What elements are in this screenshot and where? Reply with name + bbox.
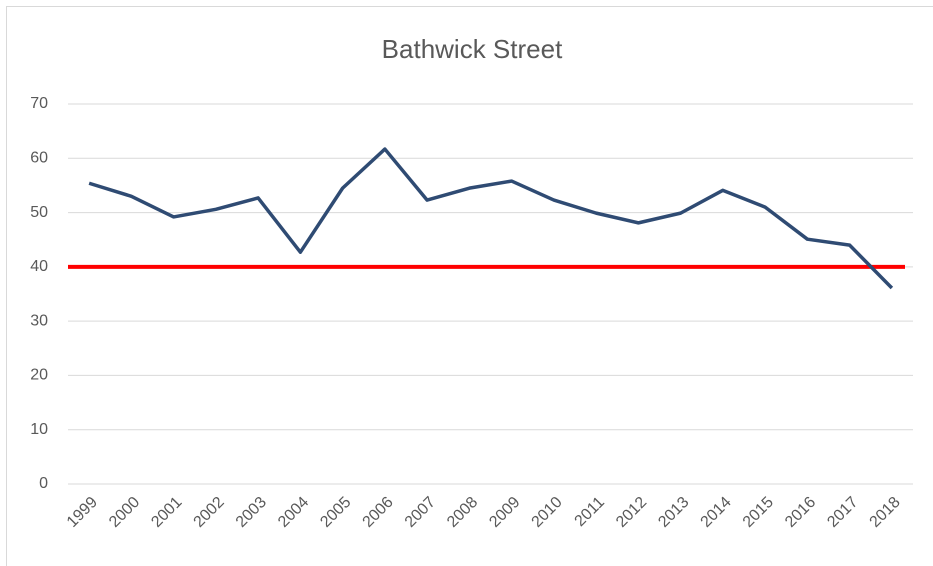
data-line bbox=[88, 147, 894, 290]
y-tick-label: 70 bbox=[30, 95, 48, 112]
y-tick-label: 60 bbox=[30, 150, 48, 167]
y-tick-label: 40 bbox=[30, 258, 48, 275]
y-tick-label: 30 bbox=[30, 312, 48, 329]
y-tick-label: 10 bbox=[30, 421, 48, 438]
chart-title: Bathwick Street bbox=[382, 34, 563, 64]
y-tick-label: 50 bbox=[30, 204, 48, 221]
chart-border bbox=[6, 6, 933, 566]
y-tick-label: 0 bbox=[39, 475, 48, 492]
y-tick-label: 20 bbox=[30, 367, 48, 384]
